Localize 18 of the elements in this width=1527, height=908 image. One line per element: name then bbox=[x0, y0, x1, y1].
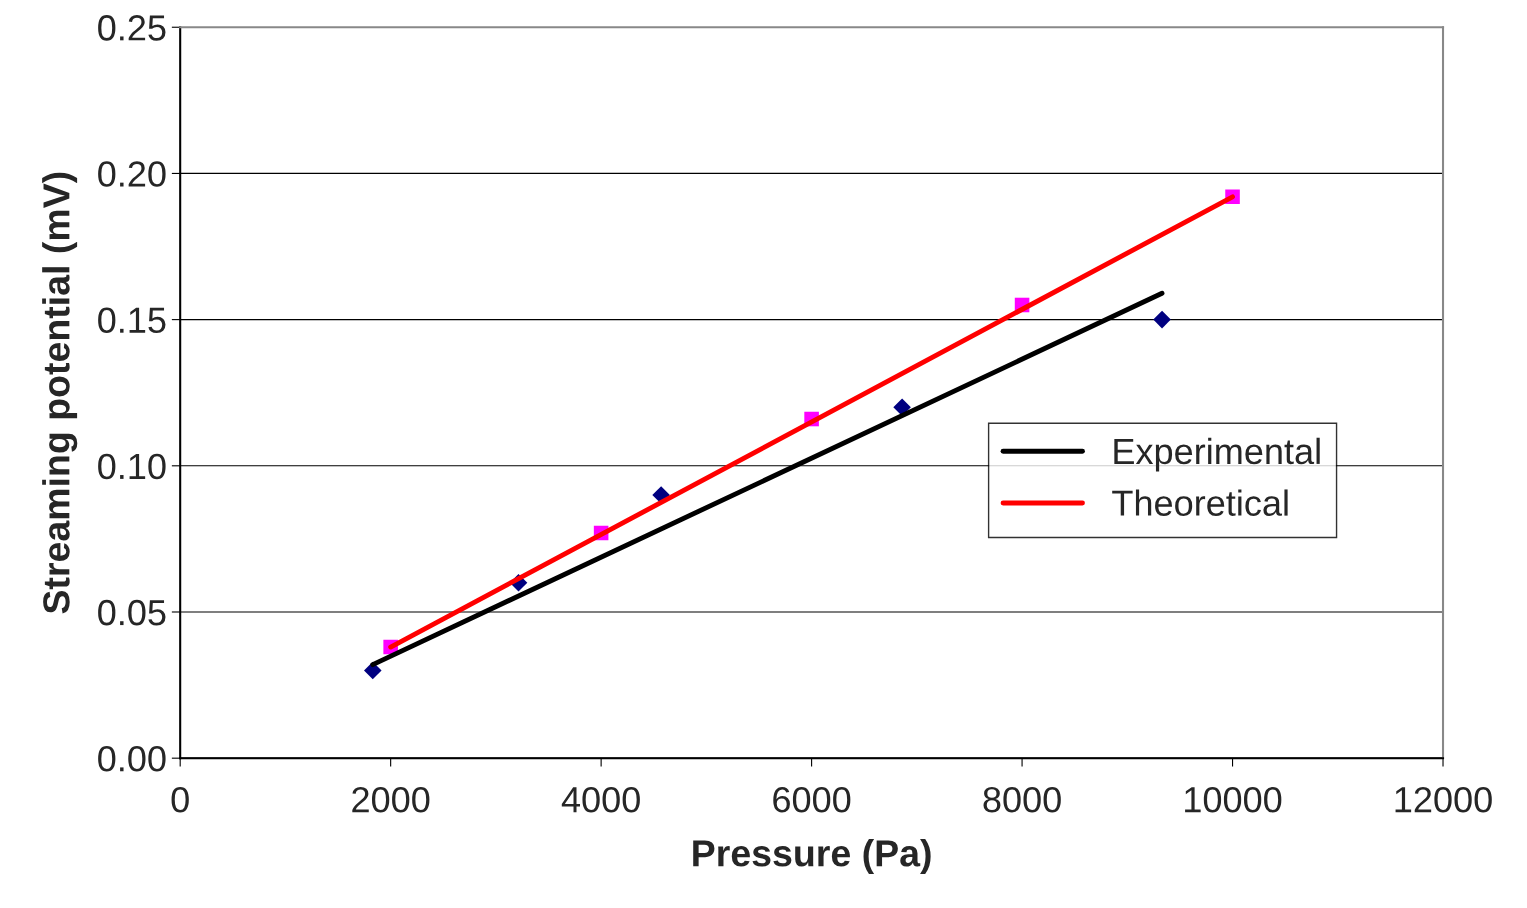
y-tick-label: 0.25 bbox=[98, 15, 166, 41]
y-tick-label: 0.15 bbox=[98, 307, 166, 334]
x-tick-label: 6000 bbox=[773, 786, 851, 813]
x-tick-label: 8000 bbox=[983, 786, 1061, 813]
y-tick-label: 0.20 bbox=[98, 161, 166, 187]
y-tick-label: 0.05 bbox=[98, 599, 166, 626]
x-tick-label: 12000 bbox=[1395, 786, 1492, 813]
legend-label: Theoretical bbox=[1112, 489, 1288, 516]
x-tick-label: 4000 bbox=[561, 786, 640, 813]
y-axis-title: Streaming potential (mV) bbox=[42, 172, 78, 614]
x-tick-label: 10000 bbox=[1185, 786, 1282, 813]
x-axis-title: Pressure (Pa) bbox=[693, 839, 931, 875]
y-tick-label: 0.00 bbox=[98, 746, 166, 772]
legend-label: Experimental bbox=[1114, 437, 1320, 472]
point bbox=[1153, 310, 1171, 329]
y-tick-label: 0.10 bbox=[98, 453, 166, 480]
x-tick-label: 2000 bbox=[352, 786, 430, 813]
x-tick-label: 0 bbox=[171, 786, 189, 813]
